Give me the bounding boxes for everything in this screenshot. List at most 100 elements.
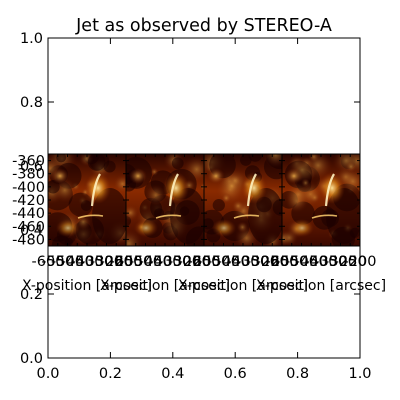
panel-x-tick-label: -500: [51, 254, 84, 270]
bright-jet: [241, 172, 267, 204]
bright-jet: [163, 172, 189, 204]
texture-blob: [145, 184, 167, 206]
panel-x-tick-label: -400: [227, 254, 260, 270]
texture-blob: [212, 199, 225, 212]
texture-blob: [56, 154, 67, 163]
texture-blob: [171, 157, 184, 170]
panel-x-tick-label: -550: [119, 254, 152, 270]
panel-x-axis-label: X-position [arcsec]: [256, 278, 386, 294]
background-axes: Jet as observed by STEREO-A 0.0 0.2 0.4 0.6…: [20, 16, 372, 382]
texture-blob: [240, 154, 252, 166]
panel-x-tick-label: -500: [129, 254, 162, 270]
x-tick-label: 0.4: [161, 366, 184, 382]
loop-strand: [155, 214, 182, 219]
jet-strand: [168, 173, 179, 207]
panel-x-axis-label: X-position [arcsec]: [178, 278, 308, 294]
image-panel: [281, 153, 361, 247]
panel-x-axis-label: X-position [arcsec]: [22, 278, 152, 294]
panel-x-tick-label: -600: [188, 254, 221, 270]
panel-x-tick-label: -450: [61, 254, 94, 270]
texture-blob: [231, 199, 245, 213]
texture-blob: [262, 154, 282, 168]
bright-patch: [129, 168, 147, 184]
bright-jet: [319, 172, 345, 204]
jet-strand: [90, 173, 101, 207]
panel-x-tick-label: -250: [256, 254, 289, 270]
bright-patch: [207, 168, 225, 184]
loop-strand: [233, 214, 260, 219]
panel-x-tick-label: -350: [236, 254, 269, 270]
texture-blob: [87, 154, 106, 171]
panel-x-tick-label: -200: [344, 254, 377, 270]
solar-image: [48, 154, 126, 246]
image-panel: [203, 153, 283, 247]
y-tick-label: 0.8: [20, 95, 43, 111]
panel-x-tick-label: -300: [90, 254, 123, 270]
bright-patch: [285, 168, 303, 184]
chart-title: Jet as observed by STEREO-A: [75, 16, 332, 36]
bright-patch: [56, 219, 80, 237]
panel-x-tick-label: -250: [178, 254, 211, 270]
solar-image: [126, 154, 204, 246]
texture-blob: [150, 167, 159, 176]
image-panel: [47, 153, 127, 247]
panel-y-tick-label: -400: [12, 180, 45, 196]
panel-y-tick-label: -360: [12, 154, 45, 170]
panel-x-tick-label: -500: [207, 254, 240, 270]
jet-strand: [246, 173, 257, 207]
panel-x-tick-label: -550: [197, 254, 230, 270]
y-tick-label: 0.4: [20, 223, 43, 239]
panel-x-tick-label: -600: [110, 254, 143, 270]
bright-patch: [290, 219, 314, 237]
image-panel: [125, 153, 205, 247]
texture-blob: [224, 178, 240, 194]
texture-blob: [103, 160, 116, 173]
bright-patch: [51, 168, 69, 184]
panel-x-tick-label: -300: [246, 254, 279, 270]
panel-x-tick-label: -250: [100, 254, 133, 270]
texture-blob: [248, 154, 263, 162]
panel-x-tick-label: -250: [334, 254, 367, 270]
texture-blob: [64, 237, 73, 246]
loop-strand: [311, 214, 338, 219]
panel-y-tick-label: -420: [12, 193, 45, 209]
image-panels: [47, 153, 361, 247]
panel-x-tick-label: -600: [266, 254, 299, 270]
panel-x-tick-label: -200: [188, 254, 221, 270]
x-tick-label: 0.8: [286, 366, 309, 382]
y-tick-label: 0.6: [20, 159, 43, 175]
panel-x-tick-label: -350: [314, 254, 347, 270]
panel-x-tick-label: -450: [217, 254, 250, 270]
panel-x-tick-label: -500: [285, 254, 318, 270]
x-tick-label: 0.6: [224, 366, 247, 382]
panel-tick-group: -600-550-500-450-400-350-300-250-200-360…: [12, 154, 386, 294]
panel-y-tick-label: -480: [12, 232, 45, 248]
bright-patch: [134, 219, 158, 237]
texture-blob: [113, 174, 126, 194]
y-tick-label: 0.2: [20, 287, 43, 303]
panel-x-tick-label: -400: [305, 254, 338, 270]
texture-blob: [236, 221, 249, 233]
panel-x-tick-label: -550: [41, 254, 74, 270]
texture-blob: [284, 180, 312, 208]
x-tick-group: 0.0 0.2 0.4 0.6 0.8 1.0: [36, 38, 372, 382]
texture-blob: [308, 154, 320, 163]
solar-image: [204, 154, 282, 246]
panel-y-tick-label: -460: [12, 219, 45, 235]
panel-y-tick-label: -380: [12, 167, 45, 183]
panel-x-tick-label: -450: [295, 254, 328, 270]
texture-blob: [282, 230, 292, 246]
panel-x-tick-label: -400: [149, 254, 182, 270]
y-tick-label: 1.0: [20, 31, 43, 47]
panel-x-tick-label: -350: [80, 254, 113, 270]
panel-x-tick-label: -200: [266, 254, 299, 270]
panel-x-tick-label: -200: [110, 254, 143, 270]
panel-x-tick-label: -400: [71, 254, 104, 270]
panel-x-tick-label: -300: [324, 254, 357, 270]
panel-x-axis-label: X-position [arcsec]: [100, 278, 230, 294]
x-tick-label: 0.2: [99, 366, 122, 382]
panel-y-tick-label: -440: [12, 206, 45, 222]
panel-x-tick-label: -300: [168, 254, 201, 270]
y-tick-label: 0.0: [20, 351, 43, 367]
